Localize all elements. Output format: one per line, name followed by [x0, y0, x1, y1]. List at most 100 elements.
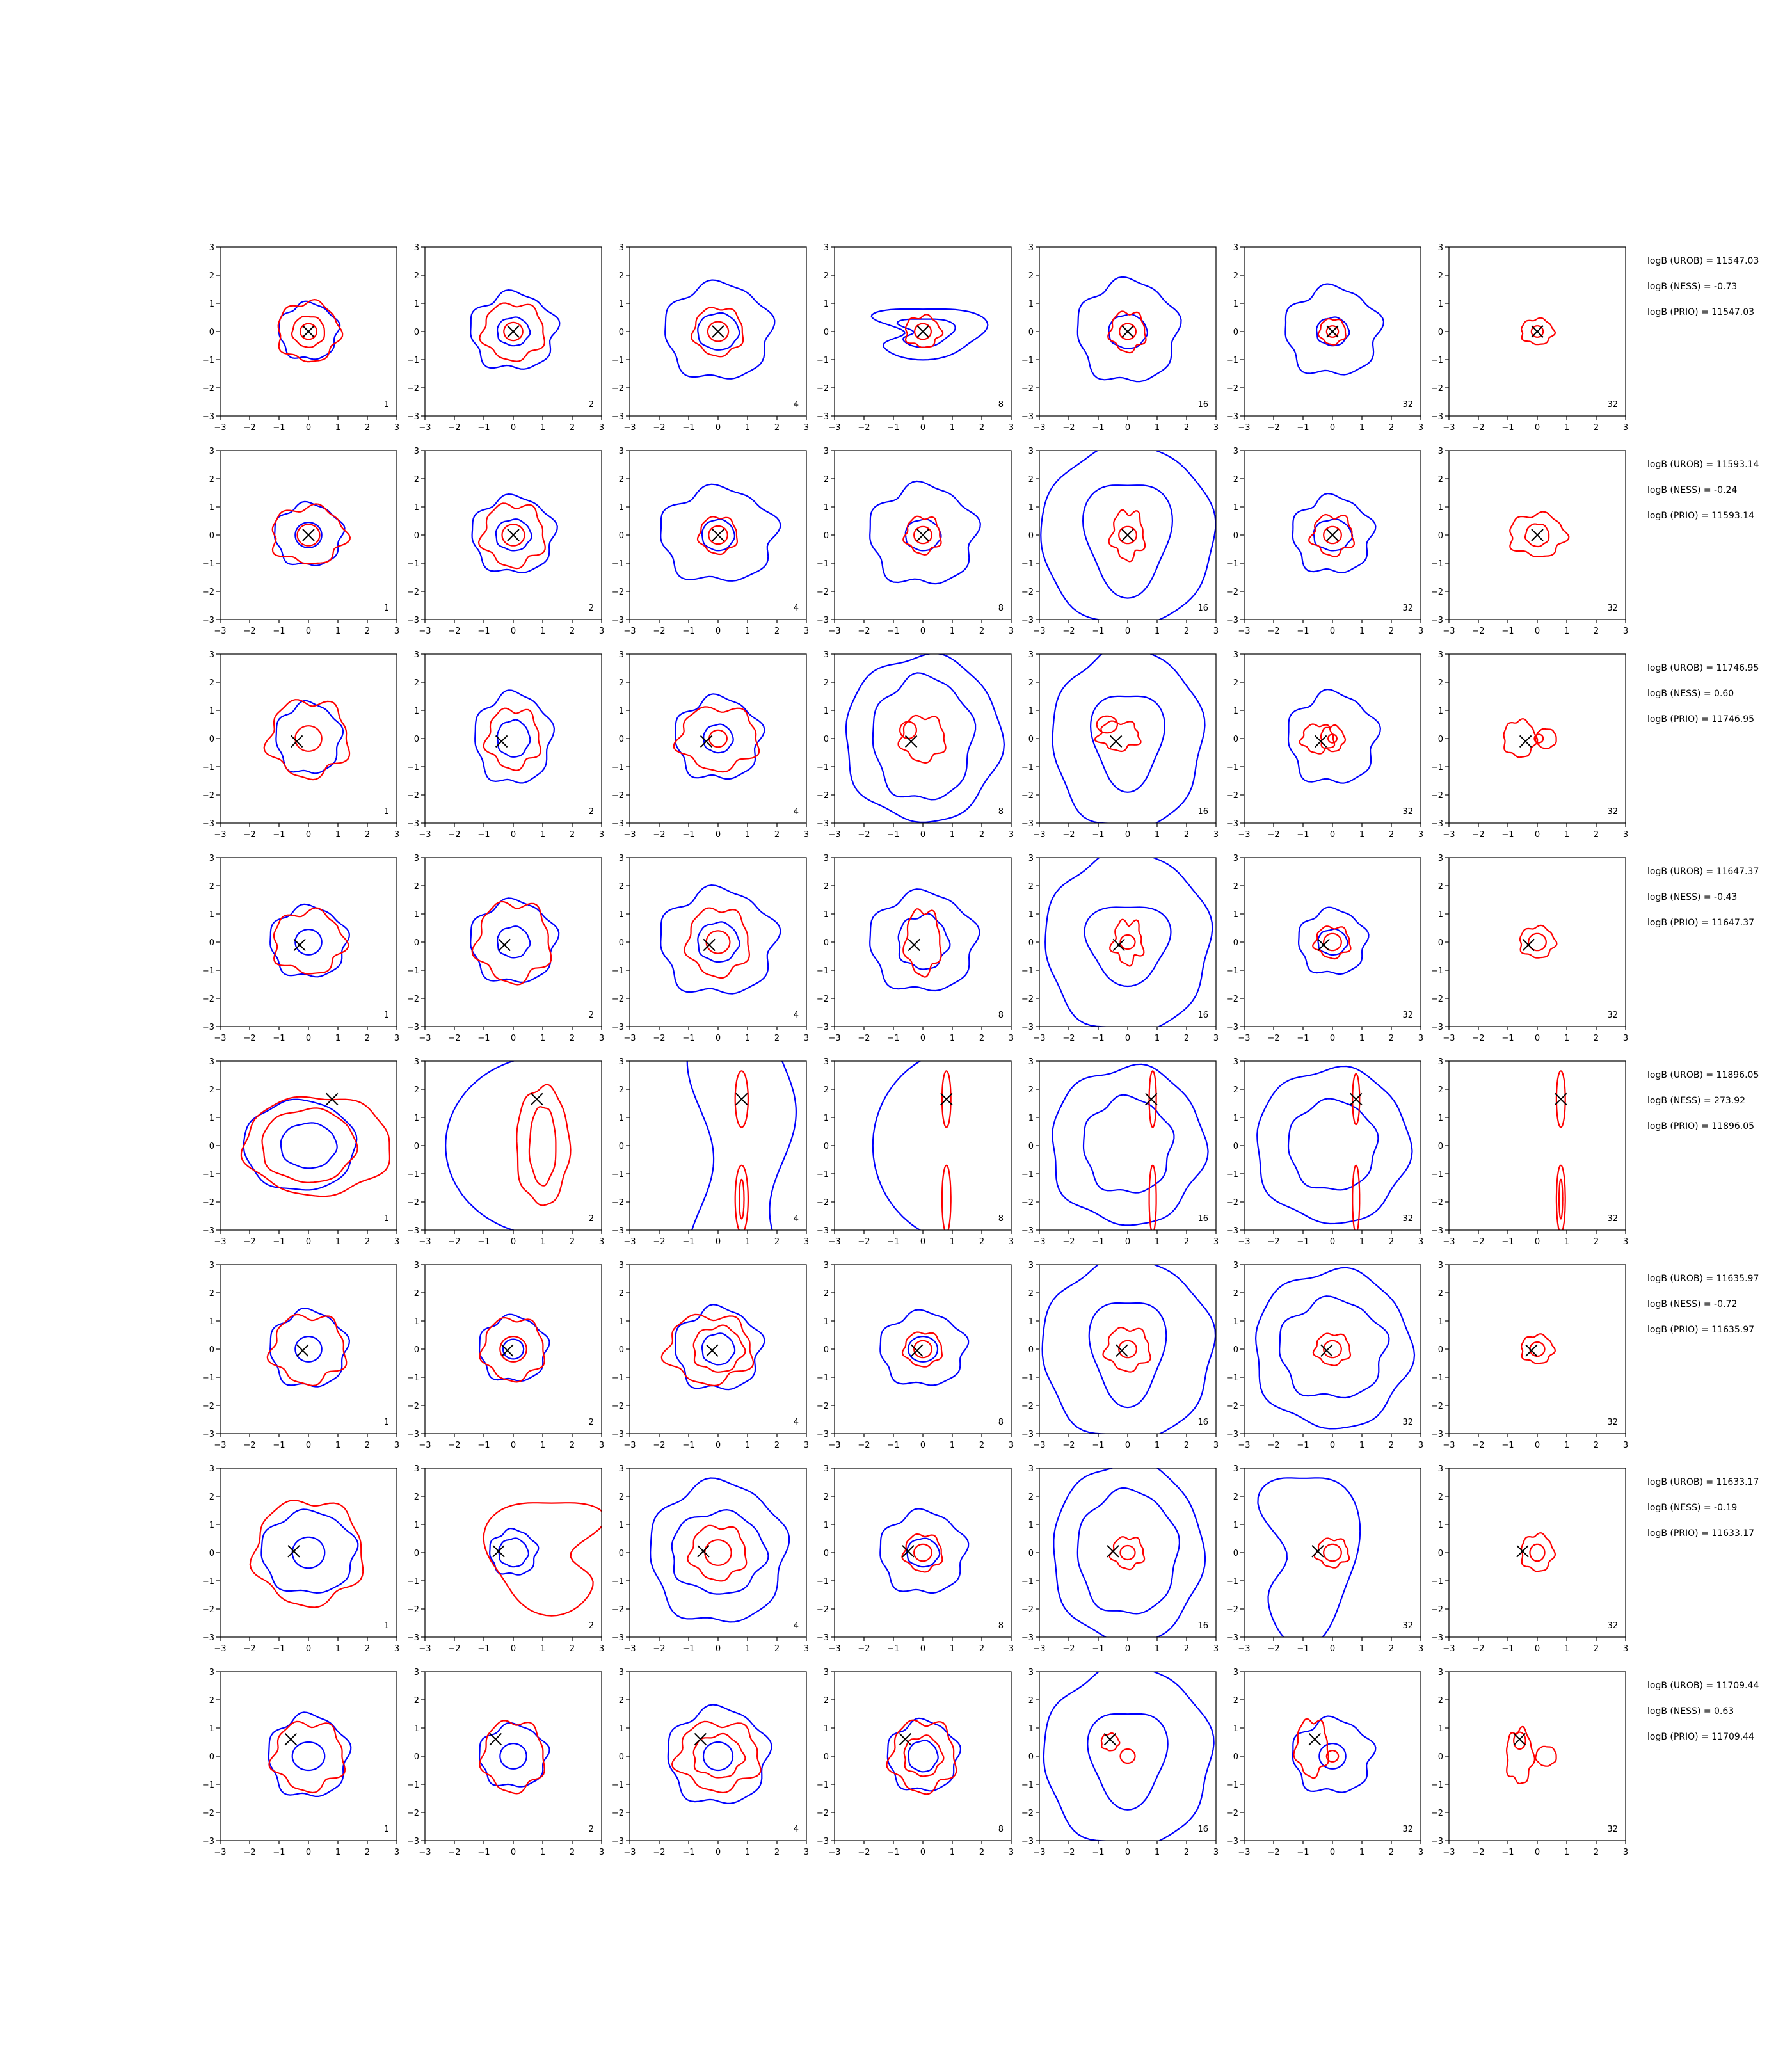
x-tick-label: 0 [716, 830, 721, 840]
x-tick-label: 0 [920, 1644, 925, 1654]
blue-contour-2 [845, 654, 1005, 823]
y-tick-label: −2 [202, 1809, 214, 1818]
x-tick-label: −3 [1443, 627, 1455, 636]
contours [1076, 276, 1182, 383]
x-tick-label: 0 [1535, 1441, 1540, 1450]
y-tick-label: −1 [1226, 1577, 1238, 1587]
y-tick-label: −2 [612, 1402, 624, 1411]
contours [879, 1508, 970, 1594]
row-annotations-1: logB (UROB) = 11547.03 logB (NESS) = -0.7… [1647, 256, 1759, 317]
x-tick-label: −1 [1297, 1034, 1309, 1043]
y-tick-label: 0 [1028, 1345, 1034, 1355]
x-tick-label: −2 [1472, 627, 1484, 636]
x-tick-label: 0 [1125, 830, 1130, 840]
y-tick-label: −3 [1226, 819, 1238, 829]
y-tick-label: 2 [1028, 1492, 1034, 1502]
y-tick-label: 3 [414, 854, 419, 863]
red-contour-2 [499, 1336, 527, 1363]
x-tick-label: −3 [419, 1644, 431, 1654]
logb-annotation: logB (UROB) = 11635.97 [1647, 1274, 1759, 1284]
y-tick-label: 2 [414, 475, 419, 484]
contours [266, 1307, 351, 1388]
x-tick-label: −3 [1238, 1034, 1250, 1043]
blue-contour-2 [697, 921, 740, 963]
y-tick-label: 2 [1233, 271, 1238, 281]
y-tick-label: 3 [209, 1261, 214, 1270]
y-tick-label: 0 [1233, 1345, 1238, 1355]
red-contour-1 [479, 1720, 546, 1795]
red-contour-2 [1325, 325, 1340, 338]
y-tick-label: −3 [1021, 1023, 1034, 1032]
x-tick-label: 3 [394, 830, 399, 840]
y-tick-label: −1 [1021, 1780, 1034, 1790]
blue-contour-1 [478, 1722, 550, 1788]
contours [667, 1704, 772, 1804]
y-tick-label: 3 [824, 1261, 829, 1270]
panel-r3-c6: −3 −2 −1 0 1 2 3 −3 −2 −1 0 1 2 3 32 [1226, 650, 1423, 840]
y-tick-label: 1 [824, 1724, 829, 1734]
y-tick-label: −2 [817, 995, 829, 1004]
x-tick-label: −2 [448, 830, 460, 840]
blue-contour-2 [1318, 1743, 1347, 1770]
x-tick-label: 0 [920, 830, 925, 840]
panel-label: 8 [998, 1214, 1004, 1224]
x-tick-label: 3 [1009, 830, 1014, 840]
y-tick-label: 0 [1438, 1345, 1443, 1355]
true-value-marker [703, 938, 716, 952]
panel-label: 1 [384, 1418, 389, 1427]
y-tick-label: −1 [612, 1373, 624, 1383]
red-contour-2 [261, 1107, 358, 1183]
x-tick-label: 1 [1359, 423, 1364, 433]
x-tick-label: 0 [1330, 1644, 1335, 1654]
panel-label: 4 [794, 400, 799, 410]
red-contour-2 [501, 524, 525, 547]
y-tick-label: −2 [407, 995, 419, 1004]
panel-label: 32 [1607, 1214, 1618, 1224]
x-tick-label: 0 [306, 1034, 311, 1043]
y-tick-label: 3 [1438, 650, 1443, 660]
y-tick-label: 1 [1028, 1724, 1034, 1734]
x-tick-label: 0 [1125, 1441, 1130, 1450]
x-tick-label: −2 [1062, 627, 1075, 636]
y-tick-label: 1 [209, 300, 214, 309]
red-contour-1 [268, 1720, 346, 1794]
y-tick-label: 2 [1233, 1696, 1238, 1706]
y-tick-label: −2 [407, 791, 419, 801]
contours [1052, 654, 1206, 823]
y-tick-label: −2 [817, 384, 829, 394]
y-tick-label: 2 [824, 1085, 829, 1095]
x-tick-label: 3 [599, 1441, 604, 1450]
y-tick-label: 0 [619, 938, 624, 948]
x-tick-label: 1 [950, 1237, 955, 1247]
contours [478, 1313, 550, 1383]
x-tick-label: −1 [887, 423, 899, 433]
panel-r5-c4: −3 −2 −1 0 1 2 3 −3 −2 −1 0 1 2 3 8 [817, 1057, 1014, 1247]
x-tick-label: 1 [950, 1034, 955, 1043]
true-value-marker [489, 1732, 502, 1746]
y-tick-label: 0 [1028, 1142, 1034, 1151]
x-tick-label: 0 [1330, 627, 1335, 636]
contours [269, 903, 351, 978]
y-tick-label: 0 [1233, 531, 1238, 541]
y-tick-label: −2 [407, 588, 419, 597]
x-tick-label: 2 [979, 1441, 984, 1450]
y-tick-label: 3 [209, 447, 214, 456]
y-tick-label: −1 [1021, 763, 1034, 772]
x-tick-label: −1 [477, 1237, 490, 1247]
red-contour-2 [1118, 525, 1137, 545]
y-tick-label: −3 [1431, 1633, 1443, 1643]
panel-label: 32 [1607, 1825, 1618, 1834]
y-tick-label: 2 [1233, 1289, 1238, 1299]
panel-r6-c7: −3 −2 −1 0 1 2 3 −3 −2 −1 0 1 2 3 32 [1431, 1261, 1628, 1450]
true-value-marker [290, 735, 303, 748]
panel-label: 32 [1402, 1214, 1413, 1224]
y-tick-label: −1 [407, 1780, 419, 1790]
panel-r6-c3: −3 −2 −1 0 1 2 3 −3 −2 −1 0 1 2 3 4 [612, 1261, 809, 1450]
red-contour-2 [1535, 1745, 1557, 1767]
y-tick-label: −1 [612, 1780, 624, 1790]
contours [1292, 1715, 1377, 1793]
panel-r6-c5: −3 −2 −1 0 1 2 3 −3 −2 −1 0 1 2 3 16 [1021, 1261, 1219, 1450]
panel-r4-c2: −3 −2 −1 0 1 2 3 −3 −2 −1 0 1 2 3 2 [407, 854, 604, 1043]
blue-contour-1 [869, 480, 982, 585]
x-tick-label: 2 [1184, 1441, 1189, 1450]
